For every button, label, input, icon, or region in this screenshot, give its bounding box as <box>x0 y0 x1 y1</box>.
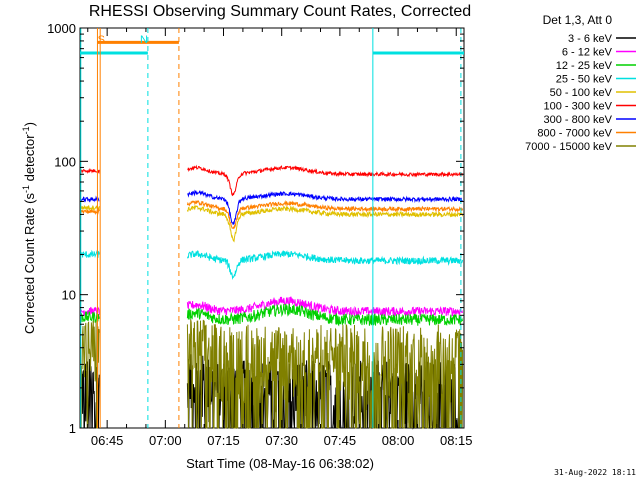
x-tick-label: 06:45 <box>91 433 124 448</box>
legend-label: 7000 - 15000 keV <box>525 141 613 153</box>
legend-label: 50 - 100 keV <box>550 87 613 99</box>
flag-label-S: S <box>98 34 105 46</box>
legend-label: 300 - 800 keV <box>544 114 613 126</box>
legend-label: 3 - 6 keV <box>568 33 613 45</box>
y-axis: 1 10 100 1000 <box>47 21 464 436</box>
series-layer <box>80 164 463 430</box>
series-line-100-300keV <box>80 167 100 175</box>
legend-header: Det 1,3, Att 0 <box>543 13 613 27</box>
series-line-3-6keV <box>186 354 463 430</box>
x-tick-label: 07:30 <box>265 433 298 448</box>
y-axis-label-sup: -1 <box>21 185 31 193</box>
series-line-50-100keV <box>186 204 463 243</box>
series-line-25-50keV <box>80 249 100 259</box>
x-tick-label: 07:45 <box>324 433 357 448</box>
y-tick-label: 1000 <box>47 21 76 36</box>
chart-title: RHESSI Observing Summary Count Rates, Co… <box>89 3 471 20</box>
series-line-6-12keV <box>186 296 463 318</box>
legend-label: 12 - 25 keV <box>556 60 613 72</box>
series-line-7000-15000keV <box>186 319 463 429</box>
x-tick-label: 07:15 <box>207 433 240 448</box>
legend-label: 6 - 12 keV <box>562 47 613 59</box>
y-axis-label-sup2: -1 <box>21 126 31 134</box>
legend-label: 800 - 7000 keV <box>537 128 612 140</box>
series-line-800-7000keV <box>80 207 100 216</box>
series-line-25-50keV <box>186 250 463 280</box>
y-axis-label-close: ) <box>22 122 37 126</box>
series-line-6-12keV <box>80 305 100 317</box>
plot-frame <box>79 27 465 429</box>
series-line-12-25keV <box>80 311 100 323</box>
y-tick-label: 100 <box>54 154 76 169</box>
x-axis: 06:45 07:00 07:15 07:30 07:45 08:00 08:15 <box>87 28 473 448</box>
y-tick-label: 10 <box>62 288 76 303</box>
series-line-7000-15000keV <box>80 320 100 429</box>
x-axis-label: Start Time (08-May-16 06:38:02) <box>186 456 374 471</box>
series-line-300-800keV <box>80 195 100 203</box>
series-line-12-25keV <box>186 303 463 327</box>
y-axis-label-main: Corrected Count Rate (s <box>22 193 37 334</box>
x-tick-label: 08:00 <box>382 433 415 448</box>
y-axis-label-tail: detector <box>22 134 37 185</box>
x-tick-label: 07:00 <box>149 433 182 448</box>
x-tick-label: 08:15 <box>440 433 473 448</box>
legend-label: 100 - 300 keV <box>544 101 613 113</box>
legend-label: 25 - 50 keV <box>556 74 613 86</box>
footer-date: 31-Aug-2022 18:11 <box>554 468 636 477</box>
y-tick-label: 1 <box>69 421 76 436</box>
series-line-800-7000keV <box>186 199 463 230</box>
series-line-300-800keV <box>187 189 463 225</box>
flag-label-N: N <box>140 34 148 46</box>
series-line-100-300keV <box>187 164 463 197</box>
series-line-50-100keV <box>80 205 100 212</box>
y-axis-label: Corrected Count Rate (s-1 detector-1) <box>21 122 37 334</box>
